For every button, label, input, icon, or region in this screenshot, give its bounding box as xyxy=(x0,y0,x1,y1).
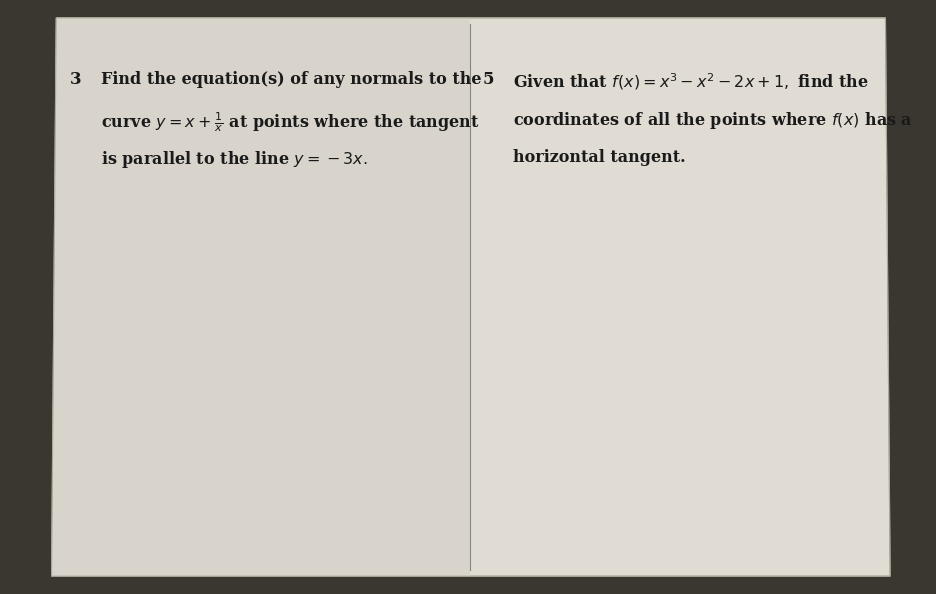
Text: Find the equation(s) of any normals to the: Find the equation(s) of any normals to t… xyxy=(101,71,481,89)
Text: 3: 3 xyxy=(70,71,81,89)
Text: is parallel to the line $y=-3x.$: is parallel to the line $y=-3x.$ xyxy=(101,148,368,169)
Text: horizontal tangent.: horizontal tangent. xyxy=(513,148,685,166)
Text: coordinates of all the points where $f(x)$ has a: coordinates of all the points where $f(x… xyxy=(513,110,913,131)
Text: curve $y=x+\frac{1}{x}$ at points where the tangent: curve $y=x+\frac{1}{x}$ at points where … xyxy=(101,110,479,134)
Text: Given that $f(x) = x^3 - x^2 - 2x + 1,$ find the: Given that $f(x) = x^3 - x^2 - 2x + 1,$ … xyxy=(513,71,869,92)
Polygon shape xyxy=(51,18,470,576)
Text: 5: 5 xyxy=(482,71,493,89)
Polygon shape xyxy=(51,18,889,576)
